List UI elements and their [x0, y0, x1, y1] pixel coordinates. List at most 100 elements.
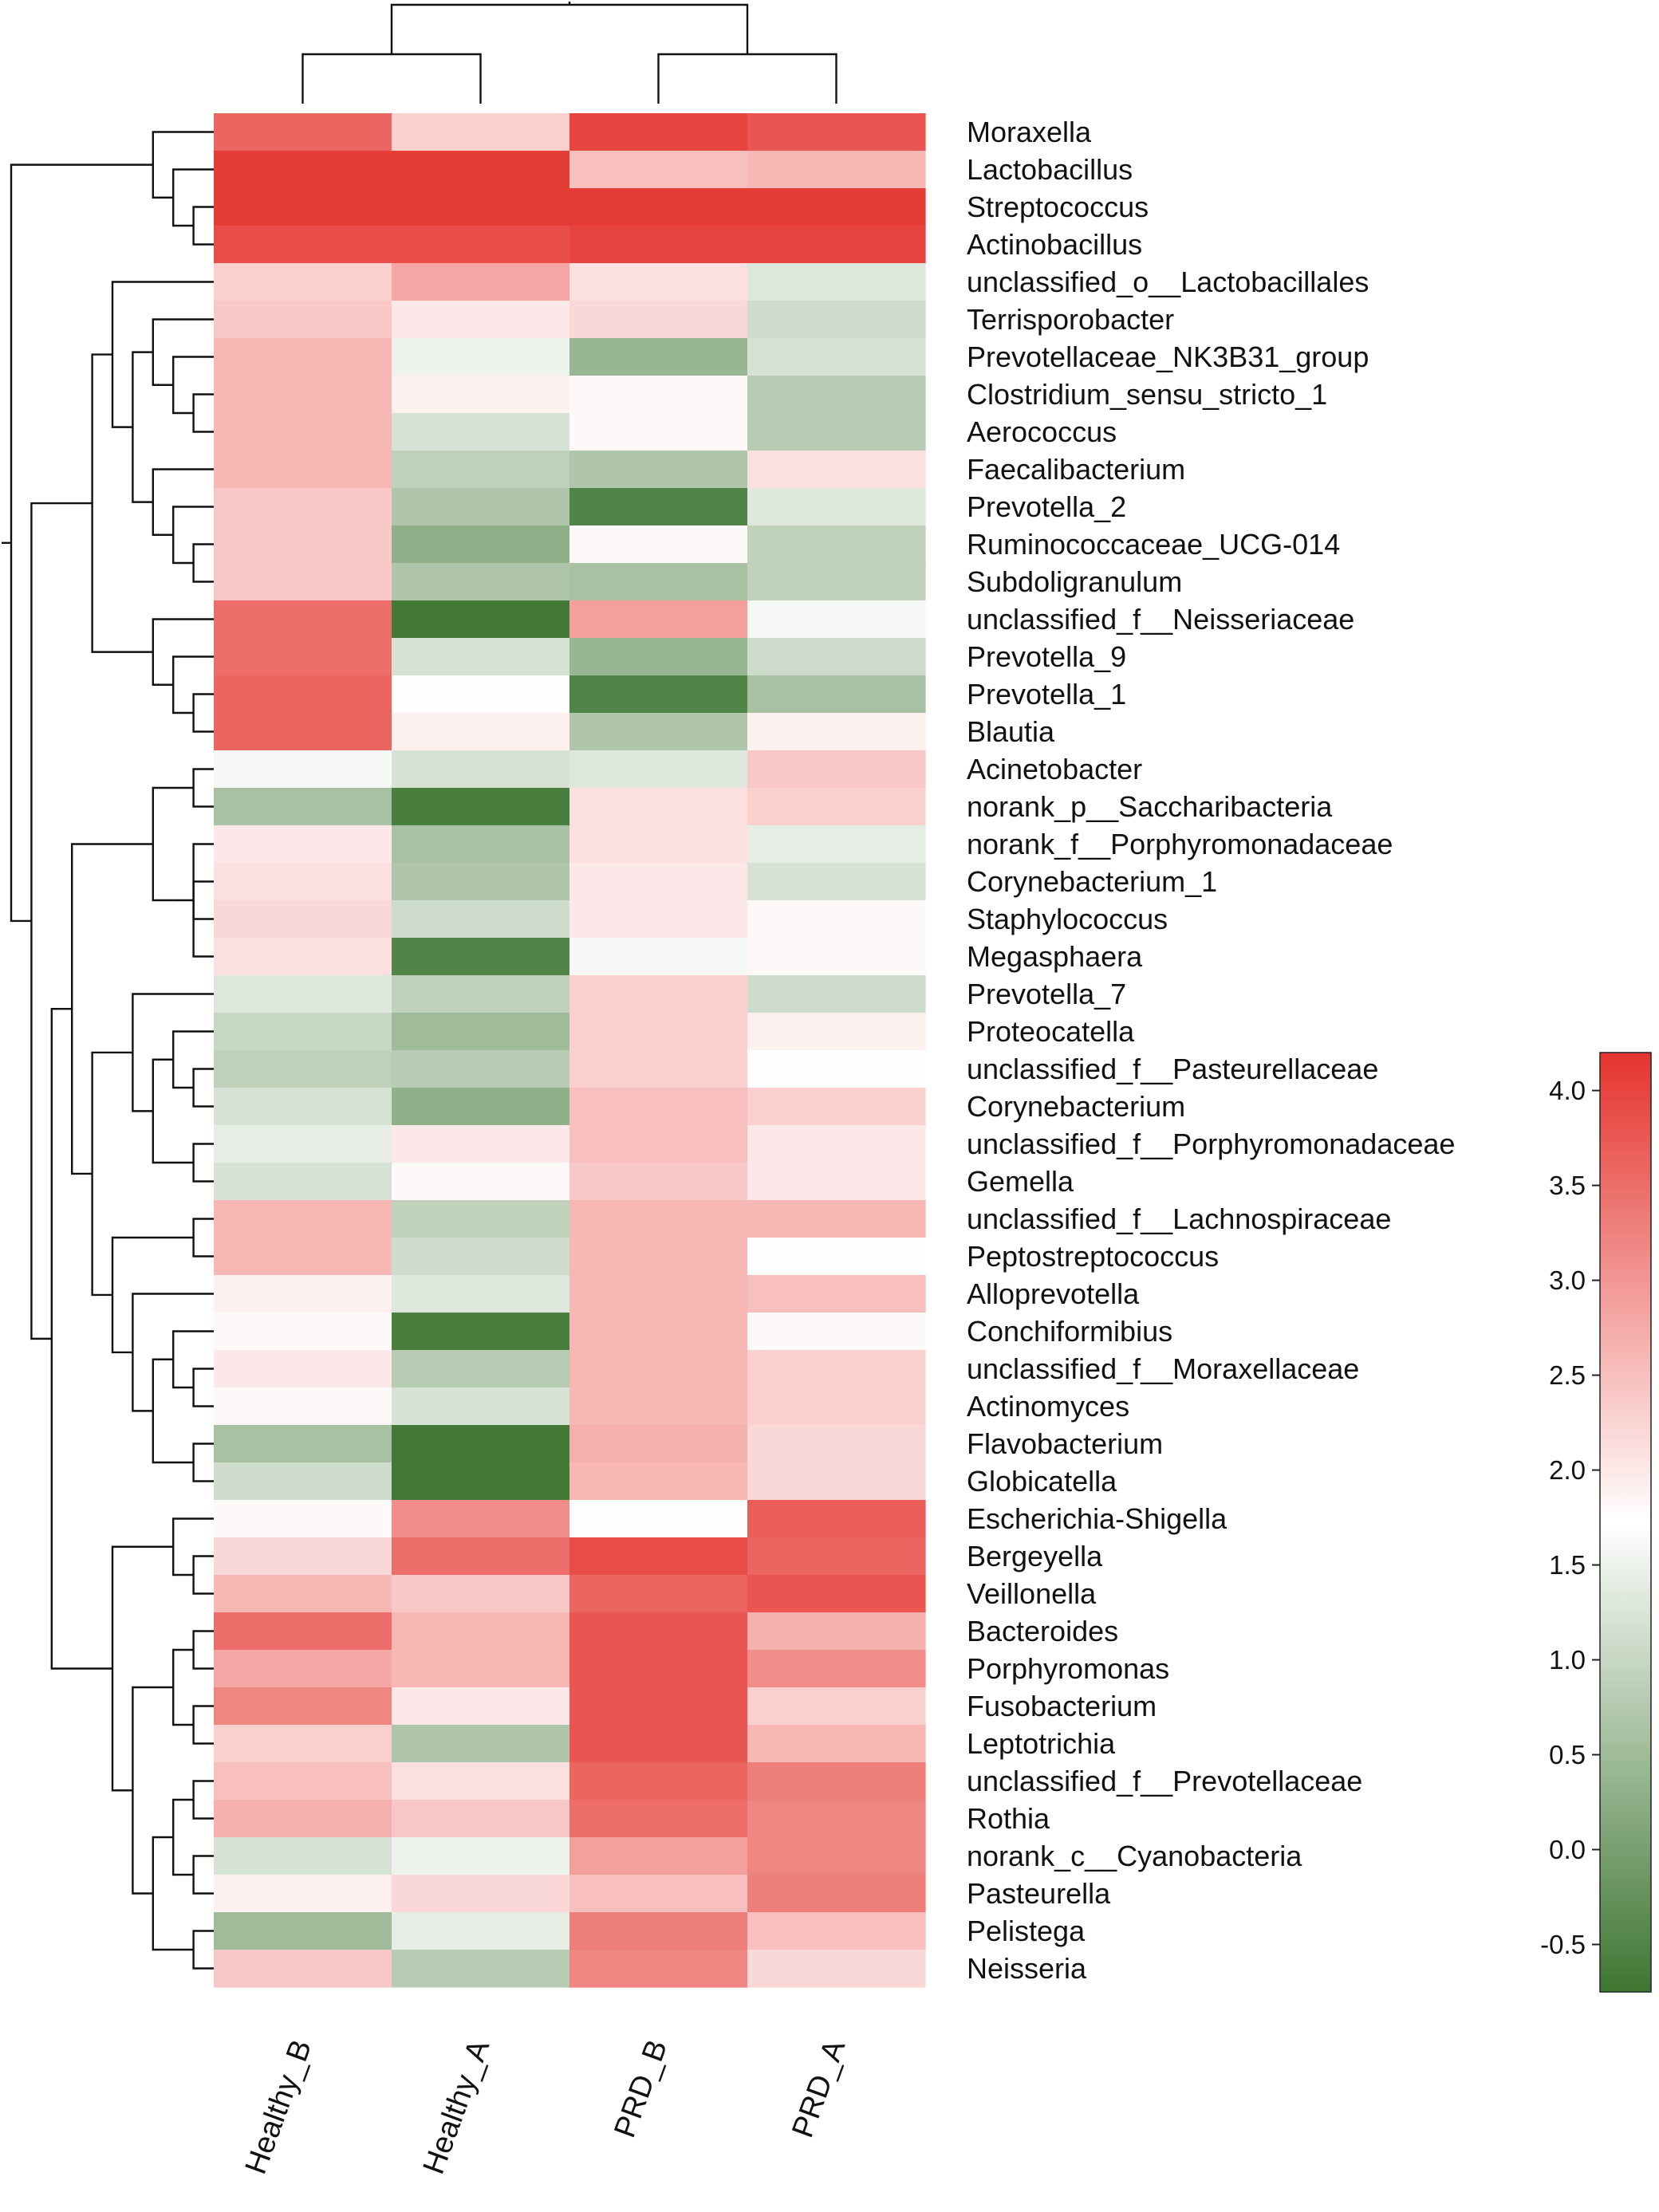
- heatmap-cell: [747, 1387, 926, 1426]
- heatmap-cell: [392, 1163, 570, 1201]
- dendrogram-link: [30, 502, 93, 1340]
- heatmap-cell: [747, 1500, 926, 1538]
- heatmap-cell: [747, 413, 926, 451]
- row-label: norank_c__Cyanobacteria: [967, 1840, 1302, 1872]
- heatmap-cell: [214, 1088, 392, 1126]
- heatmap-cell: [569, 1125, 748, 1163]
- dendrogram-link: [152, 618, 214, 686]
- heatmap-cell: [214, 488, 392, 526]
- heatmap-cell: [569, 1912, 748, 1950]
- dendrogram-link: [192, 1443, 214, 1482]
- heatmap-cell: [392, 788, 570, 826]
- heatmap-cell: [747, 938, 926, 976]
- dendrogram-link: [192, 1780, 214, 1820]
- heatmap-cell: [392, 1537, 570, 1576]
- dendrogram-link: [192, 393, 214, 433]
- heatmap-cell: [214, 1387, 392, 1426]
- heatmap-cell: [569, 1575, 748, 1613]
- colorbar-tick-label: -0.5: [1540, 1930, 1586, 1959]
- row-label: Aerococcus: [967, 415, 1117, 448]
- colorbar-tick-label: 0.5: [1549, 1740, 1586, 1769]
- heatmap-cell: [747, 1950, 926, 1988]
- heatmap-cell: [569, 1050, 748, 1088]
- heatmap-cell: [392, 1612, 570, 1651]
- dendrogram-link: [192, 843, 214, 958]
- heatmap-cell: [392, 113, 570, 152]
- heatmap-cell: [569, 226, 748, 264]
- heatmap-cell: [214, 1275, 392, 1313]
- row-label: Rothia: [967, 1802, 1050, 1835]
- dendrogram-link: [192, 1705, 214, 1745]
- heatmap-cell: [392, 1013, 570, 1051]
- heatmap-cell: [569, 1650, 748, 1688]
- heatmap-cell: [392, 1275, 570, 1313]
- heatmap-cell: [392, 1912, 570, 1950]
- heatmap-cell: [747, 638, 926, 676]
- heatmap-cell: [214, 413, 392, 451]
- dendrogram-link: [111, 281, 214, 428]
- row-label: Faecalibacterium: [967, 453, 1185, 486]
- row-label: Flavobacterium: [967, 1427, 1163, 1460]
- heatmap-cell: [214, 825, 392, 864]
- heatmap-cell: [747, 1163, 926, 1201]
- heatmap-cell: [569, 1725, 748, 1763]
- heatmap-cell: [747, 376, 926, 414]
- heatmap-cell: [747, 1725, 926, 1763]
- colorbar-tick-label: 2.0: [1549, 1455, 1586, 1485]
- heatmap-cell: [569, 451, 748, 489]
- row-label: Pelistega: [967, 1915, 1086, 1947]
- row-label: Blautia: [967, 715, 1055, 748]
- heatmap-cell: [392, 1725, 570, 1763]
- heatmap-cell: [214, 1650, 392, 1688]
- row-label: Terrisporobacter: [967, 303, 1174, 336]
- row-label: unclassified_f__Prevotellaceae: [967, 1765, 1362, 1797]
- row-label: unclassified_f__Moraxellaceae: [967, 1352, 1359, 1385]
- dendrogram-link: [152, 468, 214, 536]
- colorbar-tick-label: 3.5: [1549, 1171, 1586, 1200]
- row-label: Veillonella: [967, 1577, 1097, 1610]
- heatmap-cell: [747, 1687, 926, 1726]
- heatmap-cell: [392, 488, 570, 526]
- heatmap-cell: [214, 563, 392, 601]
- heatmap-cell: [747, 1350, 926, 1388]
- heatmap-cell: [214, 1687, 392, 1726]
- heatmap-cell: [214, 1425, 392, 1463]
- heatmap-cell: [214, 638, 392, 676]
- heatmap-cell: [392, 1500, 570, 1538]
- row-label: Staphylococcus: [967, 903, 1168, 935]
- heatmap-cell: [392, 1425, 570, 1463]
- heatmap-cells: [214, 113, 926, 1988]
- row-label: Conchiformibius: [967, 1315, 1172, 1348]
- heatmap-cell: [214, 1313, 392, 1351]
- heatmap-cell: [569, 1837, 748, 1875]
- heatmap-cell: [569, 1387, 748, 1426]
- heatmap-cell: [569, 1762, 748, 1801]
- heatmap-cell: [214, 263, 392, 301]
- heatmap-cell: [569, 1350, 748, 1388]
- heatmap-cell: [214, 188, 392, 226]
- dendrogram-link: [111, 1236, 194, 1354]
- heatmap-cell: [569, 750, 748, 789]
- row-label: unclassified_o__Lactobacillales: [967, 266, 1369, 298]
- heatmap-cell: [569, 563, 748, 601]
- row-label: Bergeyella: [967, 1540, 1103, 1572]
- dendrogram-link: [111, 1545, 174, 1792]
- heatmap-cell: [747, 563, 926, 601]
- dendrogram-link: [192, 1068, 214, 1108]
- heatmap-cell: [569, 338, 748, 376]
- heatmap-cell: [747, 1200, 926, 1238]
- heatmap-cell: [569, 1875, 748, 1913]
- colorbar-ticks: 4.0 3.5 3.0 2.5 2.0 1.5 1.0 0.5 0.0 -0.5: [1540, 1076, 1600, 1959]
- heatmap-cell: [747, 1575, 926, 1613]
- row-label: Ruminococcaceae_UCG-014: [967, 528, 1340, 561]
- heatmap-cell: [392, 975, 570, 1014]
- row-label: Alloprevotella: [967, 1277, 1140, 1310]
- heatmap-cell: [747, 1800, 926, 1838]
- heatmap-cell: [392, 1687, 570, 1726]
- row-label: Actinomyces: [967, 1390, 1129, 1423]
- heatmap-cell: [214, 338, 392, 376]
- heatmap-cell: [392, 863, 570, 901]
- heatmap-cell: [392, 1575, 570, 1613]
- heatmap-cell: [392, 1088, 570, 1126]
- row-labels: Moraxella Lactobacillus Streptococcus Actin…: [967, 116, 1455, 1985]
